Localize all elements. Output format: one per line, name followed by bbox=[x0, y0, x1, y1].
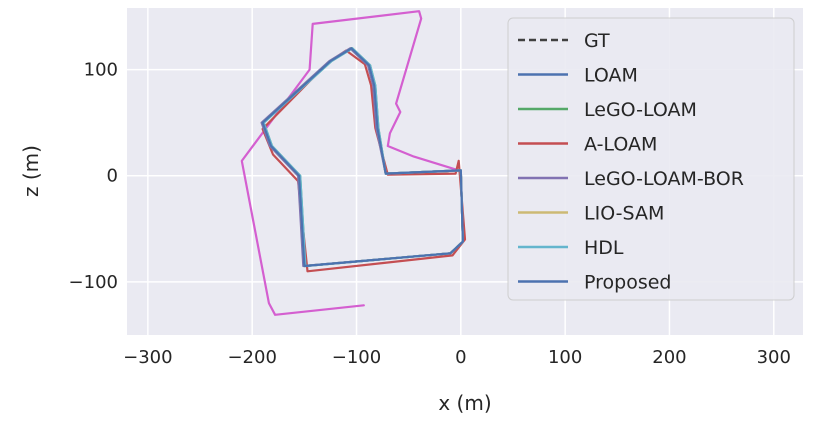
legend: GT LOAM LeGO-LOAM A-LOAM LeGO-LOAM-BOR LIO-SA… bbox=[507, 17, 795, 301]
legend-box bbox=[507, 17, 795, 301]
x-tick-label: 300 bbox=[757, 347, 791, 368]
y-tick-label: −100 bbox=[69, 272, 118, 293]
y-tick-label: 0 bbox=[107, 166, 118, 187]
x-tick-label: −300 bbox=[123, 347, 172, 368]
series-line bbox=[240, 10, 457, 316]
series-line bbox=[261, 47, 464, 268]
x-tick-labels: −300 −200 −100 0 100 200 300 bbox=[123, 347, 791, 368]
x-tick-label: −200 bbox=[227, 347, 276, 368]
x-tick-label: 0 bbox=[455, 347, 466, 368]
legend-label: LeGO-LOAM-BOR bbox=[584, 168, 744, 190]
legend-label: HDL bbox=[584, 237, 624, 259]
y-tick-labels: −100 0 100 bbox=[69, 60, 118, 293]
x-tick-label: 100 bbox=[548, 347, 582, 368]
series-lines bbox=[240, 10, 467, 316]
legend-label: LeGO-LOAM bbox=[584, 99, 697, 121]
legend-label: LIO-SAM bbox=[584, 203, 664, 225]
x-tick-label: 200 bbox=[652, 347, 686, 368]
y-axis-label: z (m) bbox=[19, 145, 43, 197]
legend-label: A-LOAM bbox=[584, 134, 657, 156]
x-tick-label: −100 bbox=[332, 347, 381, 368]
legend-label: Proposed bbox=[584, 272, 671, 294]
x-axis-label: x (m) bbox=[438, 391, 491, 415]
legend-label: LOAM bbox=[584, 65, 638, 87]
legend-label: GT bbox=[584, 30, 610, 52]
y-tick-label: 100 bbox=[84, 60, 118, 81]
